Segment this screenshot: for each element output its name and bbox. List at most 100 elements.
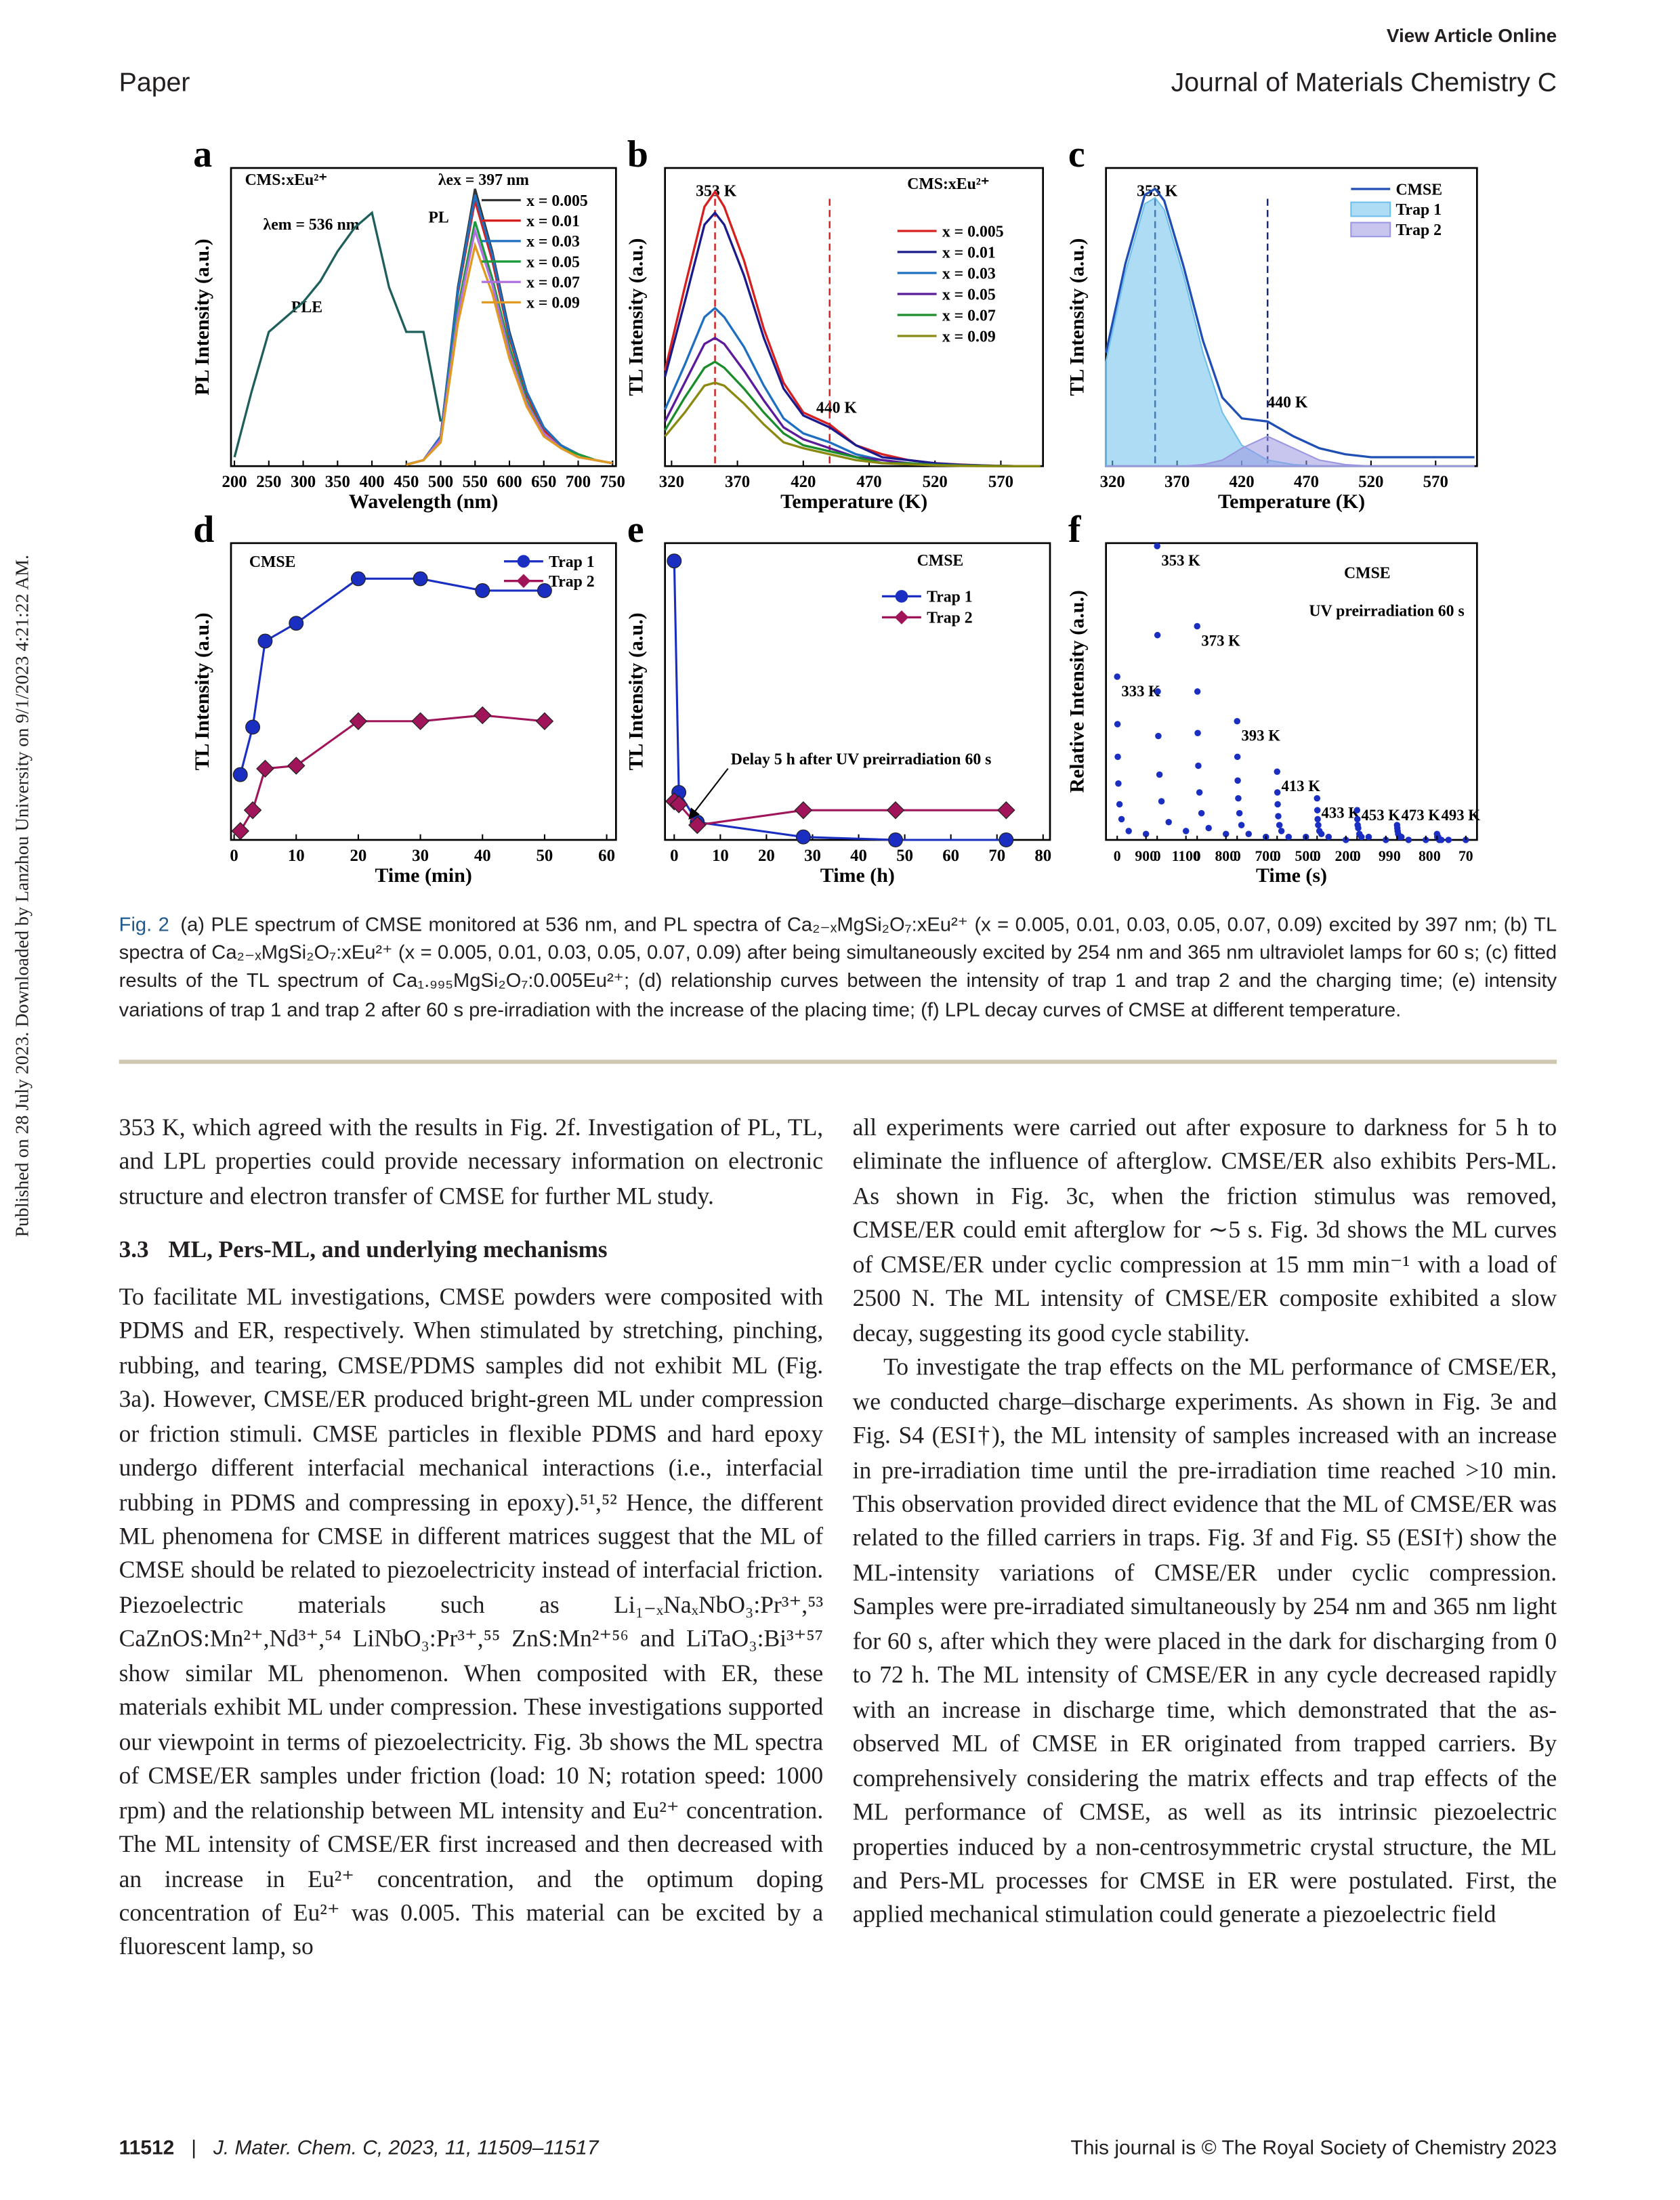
paragraph: To facilitate ML investigations, CMSE po… (119, 1283, 824, 1961)
line (406, 194, 613, 466)
marker (667, 553, 682, 569)
y-axis-title: TL Intensity (a.u.) (1066, 238, 1089, 396)
x-tick-label: 60 (942, 847, 959, 865)
x-tick-label: 400 (359, 473, 384, 491)
view-online-link[interactable]: View Article Online (1386, 25, 1557, 47)
point (1275, 813, 1282, 820)
point (1234, 717, 1240, 725)
footer-separator: | (191, 2137, 197, 2160)
x-tick-label: 0 (230, 847, 238, 865)
x-tick-label: 520 (1358, 473, 1383, 491)
legend-label: Trap 2 (927, 610, 973, 627)
x-tick-label: 20 (758, 847, 775, 865)
panel-label: e (627, 509, 644, 551)
point (1234, 753, 1241, 761)
y-axis-title: TL Intensity (a.u.) (625, 238, 648, 396)
marker (688, 816, 707, 834)
point (1235, 795, 1242, 802)
point (1165, 818, 1172, 826)
x-tick-label: 550 (463, 473, 488, 491)
line (1105, 187, 1475, 459)
peak-label: 333 K (1121, 683, 1160, 700)
point (1236, 809, 1243, 817)
annotation: PL (428, 209, 448, 227)
x-axis-title: Wavelength (nm) (349, 490, 498, 513)
x-tick-label: 30 (412, 847, 429, 865)
x-tick-label: 40 (474, 847, 491, 865)
x-tick-label: 20 (350, 847, 367, 865)
plot-frame (230, 542, 617, 841)
legend-label: x = 0.01 (526, 213, 580, 230)
x-tick-label: 0 (1194, 848, 1201, 864)
marker (349, 712, 368, 731)
point (1358, 833, 1365, 841)
x-tick-label: 500 (1295, 848, 1317, 864)
legend-label: x = 0.03 (526, 233, 580, 251)
line (239, 577, 545, 776)
point (1245, 830, 1252, 837)
paragraph: 353 K, which agreed with the results in … (119, 1114, 824, 1210)
annotation: CMSE (249, 553, 296, 571)
point (1398, 833, 1405, 841)
x-tick-label: 0 (1314, 848, 1321, 864)
x-tick-label: 0 (1353, 848, 1361, 864)
section-title: ML, Pers-ML, and underlying mechanisms (168, 1236, 608, 1263)
x-tick-label: 650 (531, 473, 556, 491)
legend-swatch (1350, 221, 1391, 238)
line (406, 188, 613, 466)
marker (411, 712, 429, 731)
x-tick-label: 50 (896, 847, 913, 865)
line (233, 211, 442, 458)
panel-label: a (193, 133, 212, 175)
x-tick-label: 300 (291, 473, 316, 491)
annotation: 440 K (1267, 394, 1308, 411)
annotation: 440 K (816, 400, 858, 417)
x-tick-label: 10 (288, 847, 305, 865)
section-heading: 3.3 ML, Pers-ML, and underlying mechanism… (119, 1233, 824, 1268)
x-tick-label: 50 (537, 847, 553, 865)
line (664, 381, 1041, 467)
legend-label: x = 0.09 (942, 328, 996, 345)
x-tick-label: 1100 (1172, 848, 1200, 864)
x-tick-label: 99 (1379, 848, 1393, 864)
plot-frame (230, 167, 617, 467)
marker (886, 801, 905, 820)
marker (350, 571, 366, 587)
annotation: UV preirradiation 60 s (1309, 602, 1464, 620)
peak-label: 393 K (1241, 727, 1280, 744)
marker (232, 767, 248, 782)
point (1125, 828, 1132, 834)
x-tick-label: 500 (428, 473, 453, 491)
legend-label: x = 0.05 (526, 253, 580, 271)
point (1158, 798, 1165, 805)
x-tick-label: 0 (1274, 848, 1281, 864)
line (406, 241, 613, 466)
point (1205, 824, 1212, 832)
annotation: Delay 5 h after UV preirradiation 60 s (731, 750, 992, 768)
x-tick-label: 420 (791, 473, 816, 491)
x-tick-label: 0 (1393, 848, 1401, 864)
point (1365, 833, 1372, 841)
point (1274, 768, 1281, 775)
x-axis-title: Time (min) (375, 864, 471, 887)
x-axis-title: Time (h) (820, 864, 895, 887)
annotation: CMS:xEu²⁺ (245, 171, 327, 189)
point (1154, 631, 1161, 639)
point (1198, 809, 1205, 817)
point (1314, 795, 1321, 802)
marker (475, 583, 490, 598)
x-tick-label: 40 (850, 847, 867, 865)
caption-text: (a) PLE spectrum of CMSE monitored at 53… (119, 912, 1557, 1020)
marker (888, 832, 903, 847)
marker (231, 822, 250, 841)
legend-label: x = 0.03 (942, 265, 996, 282)
section-label: Paper (119, 68, 190, 98)
legend-label: x = 0.01 (942, 244, 996, 261)
plot-frame (1105, 542, 1478, 841)
peak-label: 493 K (1442, 807, 1481, 824)
x-tick-label: 470 (856, 473, 881, 491)
annotation: 353 K (696, 182, 737, 200)
peak-label: 373 K (1201, 632, 1240, 649)
point (1222, 830, 1230, 837)
